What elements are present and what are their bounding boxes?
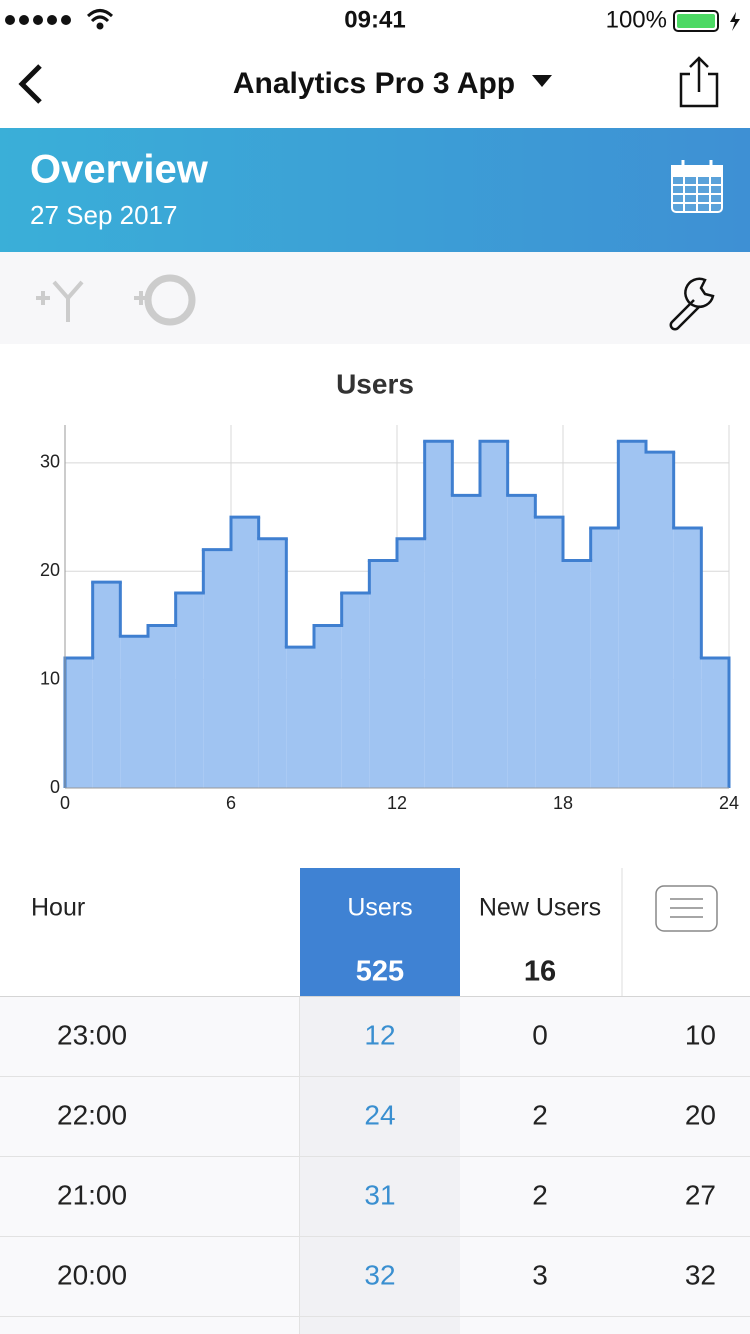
bar bbox=[673, 527, 702, 788]
header-title: Overview bbox=[30, 148, 209, 192]
settings-button[interactable] bbox=[669, 277, 715, 331]
users-cell-bg bbox=[300, 1317, 460, 1334]
bar bbox=[590, 527, 619, 788]
column-header: New Users bbox=[479, 894, 601, 922]
bar bbox=[535, 517, 563, 788]
battery-icon bbox=[673, 10, 740, 32]
compare-button[interactable] bbox=[36, 280, 84, 322]
header-date: 27 Sep 2017 bbox=[30, 200, 177, 230]
x-tick-label: 18 bbox=[553, 793, 573, 813]
y-tick-label: 20 bbox=[40, 560, 60, 580]
bar bbox=[397, 538, 425, 788]
bar bbox=[480, 441, 508, 788]
bar bbox=[424, 441, 453, 788]
bar bbox=[369, 560, 397, 788]
users-cell: 32 bbox=[364, 1259, 395, 1290]
hour-cell: 21:00 bbox=[57, 1179, 127, 1210]
bar bbox=[618, 441, 646, 788]
users-cell: 24 bbox=[364, 1099, 395, 1130]
x-tick-label: 0 bbox=[60, 793, 70, 813]
x-tick-label: 6 bbox=[226, 793, 236, 813]
users-cell-bg bbox=[300, 1157, 460, 1237]
hour-cell: 23:00 bbox=[57, 1019, 127, 1050]
bar bbox=[646, 452, 674, 788]
segment-button[interactable] bbox=[134, 274, 196, 326]
column-header: Users bbox=[347, 894, 412, 922]
clock: 09:41 bbox=[344, 6, 405, 33]
signal bbox=[5, 15, 71, 25]
extra-cell: 10 bbox=[685, 1019, 716, 1050]
wifi bbox=[86, 9, 114, 30]
new-users-cell: 0 bbox=[532, 1019, 548, 1050]
bar bbox=[203, 549, 231, 788]
bar bbox=[701, 657, 729, 788]
users-cell: 31 bbox=[364, 1179, 395, 1210]
hour-cell: 20:00 bbox=[57, 1259, 127, 1290]
bar bbox=[175, 592, 204, 788]
extra-cell: 32 bbox=[685, 1259, 716, 1290]
bar bbox=[452, 495, 480, 788]
extra-cell: 27 bbox=[685, 1179, 716, 1210]
bar bbox=[286, 647, 314, 788]
bar bbox=[507, 495, 536, 788]
users-header-bg bbox=[300, 868, 460, 996]
y-tick-label: 30 bbox=[40, 452, 60, 472]
bar bbox=[341, 592, 370, 788]
bar bbox=[148, 625, 176, 788]
users-cell-bg bbox=[300, 1237, 460, 1317]
extra-cell: 20 bbox=[685, 1099, 716, 1130]
new-users-cell: 3 bbox=[532, 1259, 548, 1290]
columns-menu-button[interactable] bbox=[655, 885, 718, 932]
bar bbox=[258, 538, 287, 788]
battery-level: 100% bbox=[606, 6, 667, 33]
bar bbox=[65, 657, 93, 788]
new-users-cell: 2 bbox=[532, 1179, 548, 1210]
back-button[interactable] bbox=[18, 64, 42, 104]
users-cell-bg bbox=[300, 1077, 460, 1157]
header-bg bbox=[0, 128, 750, 252]
toolbar-bg bbox=[0, 252, 750, 344]
bar bbox=[231, 517, 259, 788]
hour-cell: 22:00 bbox=[57, 1099, 127, 1130]
new-users-cell: 2 bbox=[532, 1099, 548, 1130]
bar bbox=[563, 560, 591, 788]
table: Hour Users New Users 525 16 23:00 12 0 10 22:00 24… bbox=[0, 868, 750, 1334]
column-header: Hour bbox=[31, 894, 85, 922]
bar bbox=[92, 582, 121, 788]
column-total: 525 bbox=[356, 956, 404, 988]
share-button[interactable] bbox=[679, 56, 719, 108]
y-tick-label: 10 bbox=[40, 668, 60, 688]
chart: 0 10 20 30 0 6 12 18 24 bbox=[40, 425, 739, 813]
users-cell-bg bbox=[300, 997, 460, 1077]
users-cell: 12 bbox=[364, 1019, 395, 1050]
y-tick-label: 0 bbox=[50, 777, 60, 797]
bar bbox=[314, 625, 342, 788]
chart-title: Users bbox=[336, 368, 414, 399]
nav-title[interactable]: Analytics Pro 3 App bbox=[233, 67, 515, 100]
calendar-button[interactable] bbox=[671, 160, 723, 213]
x-tick-label: 24 bbox=[719, 793, 739, 813]
column-total: 16 bbox=[524, 956, 556, 988]
x-tick-label: 12 bbox=[387, 793, 407, 813]
bar bbox=[120, 636, 148, 788]
dropdown-arrow[interactable] bbox=[532, 75, 552, 87]
